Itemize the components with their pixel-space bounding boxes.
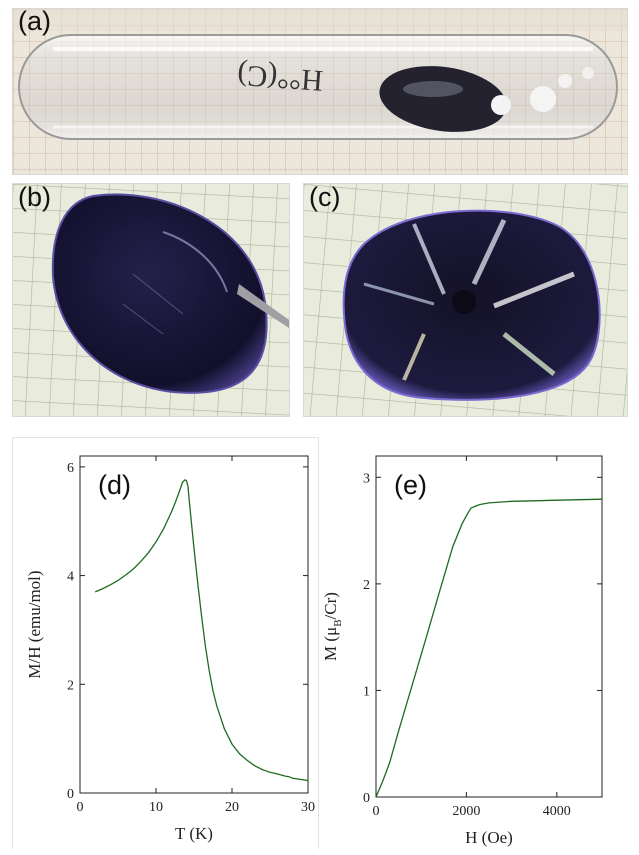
chart-panel-label: (e)	[394, 470, 427, 500]
y-tick-label: 1	[363, 684, 370, 699]
x-tick-label: 30	[301, 800, 315, 815]
chart-d-susceptibility: 0 10 20 30 0 2 4 6 (d) T (K) M/H (emu/mol)	[12, 440, 318, 850]
series-line	[94, 479, 309, 782]
x-tick-label: 4000	[543, 804, 571, 819]
y-axis-label-end: /Cr)	[322, 592, 340, 619]
y-axis-label: M/H (emu/mol)	[25, 570, 44, 678]
x-tick-label: 0	[77, 800, 84, 815]
x-axis-label: T (K)	[175, 824, 213, 843]
panel-label-b: (b)	[18, 182, 51, 212]
y-tick-label: 3	[363, 471, 370, 486]
chart-panel-label: (d)	[98, 470, 131, 500]
y-axis-label-main: M (μ	[322, 627, 340, 661]
photo-b-crystal	[12, 183, 290, 417]
chart-e-magnetization: 0 2000 4000 0 1 2 3 (e) H (Oe) M (μB/Cr)	[321, 440, 628, 850]
plot-frame	[375, 455, 603, 798]
x-tick-label: 10	[149, 800, 163, 815]
y-tick-label: 0	[363, 791, 370, 806]
x-axis-label: H (Oe)	[465, 828, 513, 847]
y-tick-label: 2	[67, 678, 74, 693]
photo-c-crystal	[303, 183, 628, 417]
y-tick-label: 0	[67, 787, 74, 802]
y-axis-label-sub: B	[332, 619, 344, 626]
x-tick-label: 2000	[452, 804, 480, 819]
tube-marker-text: H°°(C)	[236, 58, 324, 97]
x-tick-label: 0	[373, 804, 380, 819]
y-axis-label: M (μB/Cr)	[322, 592, 344, 661]
panel-label-c: (c)	[309, 182, 341, 212]
y-tick-label: 4	[67, 570, 74, 585]
photo-a-quartz-tube: H°°(C)	[12, 8, 628, 175]
plot-frame	[79, 455, 309, 794]
series-line	[375, 498, 603, 798]
y-tick-label: 6	[67, 461, 74, 476]
y-tick-label: 2	[363, 578, 370, 593]
panel-label-a: (a)	[18, 6, 51, 36]
x-tick-label: 20	[225, 800, 239, 815]
